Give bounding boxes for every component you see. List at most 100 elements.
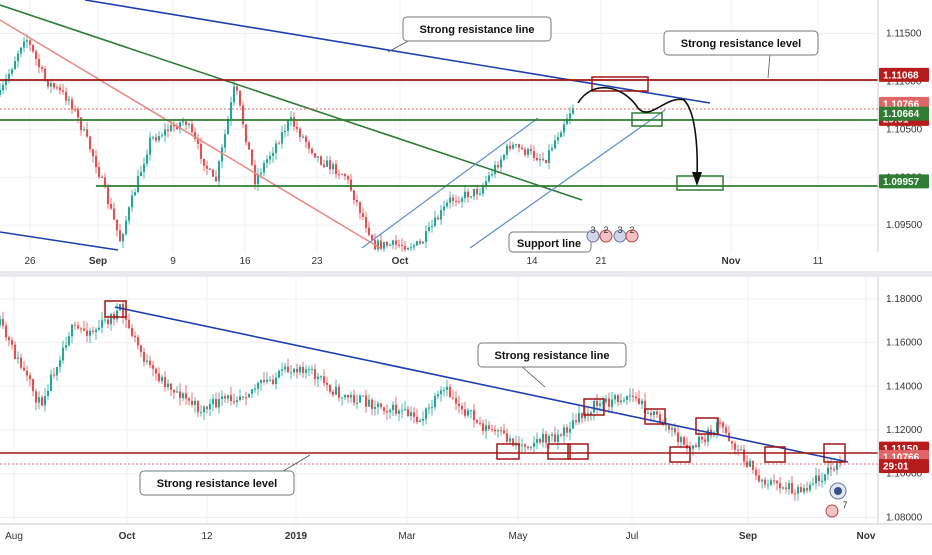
top-callout-support-line[interactable]: Support line (508, 231, 592, 253)
candle (166, 123, 170, 138)
candle (145, 149, 149, 167)
candle (229, 386, 233, 406)
candle (91, 326, 95, 335)
candle (310, 147, 314, 156)
candle (10, 67, 14, 77)
candle (577, 405, 581, 425)
candle (298, 126, 302, 142)
candle (448, 383, 452, 398)
candle (163, 122, 167, 143)
candle (250, 149, 254, 167)
candle (361, 207, 365, 220)
candle (334, 379, 338, 396)
candle (301, 133, 305, 139)
candle (157, 130, 161, 143)
bottom-time-axis[interactable]: Aug Oct 12 2019 Mar May Jul Sep Nov (5, 531, 876, 542)
candle (256, 381, 260, 396)
candle (352, 389, 356, 406)
bottom-highlight-boxes (104, 300, 846, 463)
bottom-price-axis[interactable]: 1.18000 1.16000 1.14000 1.12000 1.10000 1.080… (886, 294, 923, 524)
candle (556, 132, 560, 145)
candle (544, 159, 548, 164)
candle (319, 375, 323, 381)
top-time-axis[interactable]: 26 Sep 9 16 23 Oct 14 21 Nov 11 (24, 256, 823, 267)
candle (217, 392, 221, 414)
candle (301, 361, 305, 378)
bot-y-tick-label: 1.10000 (886, 469, 923, 480)
candle (100, 312, 104, 334)
candle (136, 169, 140, 194)
candle (97, 319, 101, 331)
candle (502, 423, 506, 435)
candle (367, 394, 371, 407)
candle (535, 432, 539, 450)
candle (139, 344, 143, 358)
top-candles (0, 33, 575, 252)
candle (292, 367, 296, 376)
candle (445, 379, 449, 397)
candle (475, 419, 479, 425)
candle (397, 408, 401, 422)
top-x-tick-label: Sep (89, 256, 107, 267)
candle (64, 87, 68, 105)
candle (88, 327, 92, 343)
candle (178, 383, 182, 406)
bot-price-tag-label: 29:01 (883, 462, 909, 473)
candle (811, 477, 815, 486)
bottom-callout-pointer-2 (279, 454, 311, 474)
candle (520, 144, 524, 150)
candle (469, 195, 473, 199)
candle (22, 36, 26, 53)
bottom-strong-resistance-line (114, 306, 849, 463)
top-panel[interactable]: Strong resistance line Strong resistance… (0, 0, 929, 267)
top-callout-resistance-level[interactable]: Strong resistance level (663, 30, 819, 56)
candle (148, 132, 152, 161)
candle (388, 408, 392, 419)
candle (76, 321, 80, 330)
bot-y-tick-label: 1.08000 (886, 512, 923, 523)
candle (679, 435, 683, 449)
candle (112, 202, 116, 221)
top-x-tick-label: 23 (311, 256, 323, 267)
bot-x-tick-label: Mar (398, 531, 416, 542)
candle (271, 147, 275, 163)
candle (433, 210, 437, 228)
candle (184, 384, 188, 405)
candle (142, 157, 146, 179)
bottom-callout-resistance-line[interactable]: Strong resistance line (477, 342, 627, 368)
candle (808, 481, 812, 493)
candle (520, 438, 524, 453)
panel-separator[interactable] (0, 271, 932, 277)
candle (46, 79, 50, 90)
candle (547, 434, 551, 449)
candle (232, 80, 236, 106)
candle (73, 105, 77, 112)
candle (403, 241, 407, 252)
bottom-event-badges[interactable]: 7 (825, 482, 848, 518)
candle (814, 467, 818, 490)
candle (109, 197, 113, 211)
candle (547, 144, 551, 170)
candle (31, 378, 35, 397)
candle (331, 161, 335, 175)
candle (94, 327, 98, 340)
bottom-callout-resistance-level[interactable]: Strong resistance level (139, 470, 295, 496)
top-callout-resistance-line[interactable]: Strong resistance line (402, 16, 552, 42)
candle (214, 392, 218, 409)
candle (757, 468, 761, 483)
candle (412, 242, 416, 251)
candle (505, 143, 509, 160)
top-callout-resistance-level-text: Strong resistance level (681, 38, 801, 50)
candle (832, 466, 836, 472)
bottom-event-badge-1: 7 (842, 500, 847, 510)
top-event-badges[interactable]: 3 2 3 2 (586, 225, 639, 243)
candle (289, 365, 293, 380)
bottom-panel[interactable]: Strong resistance line Strong resistance… (0, 277, 932, 542)
candle (58, 83, 62, 95)
candle (670, 424, 674, 437)
candle (211, 394, 215, 412)
candle (391, 401, 395, 417)
candle (742, 444, 746, 467)
candle (463, 401, 467, 419)
